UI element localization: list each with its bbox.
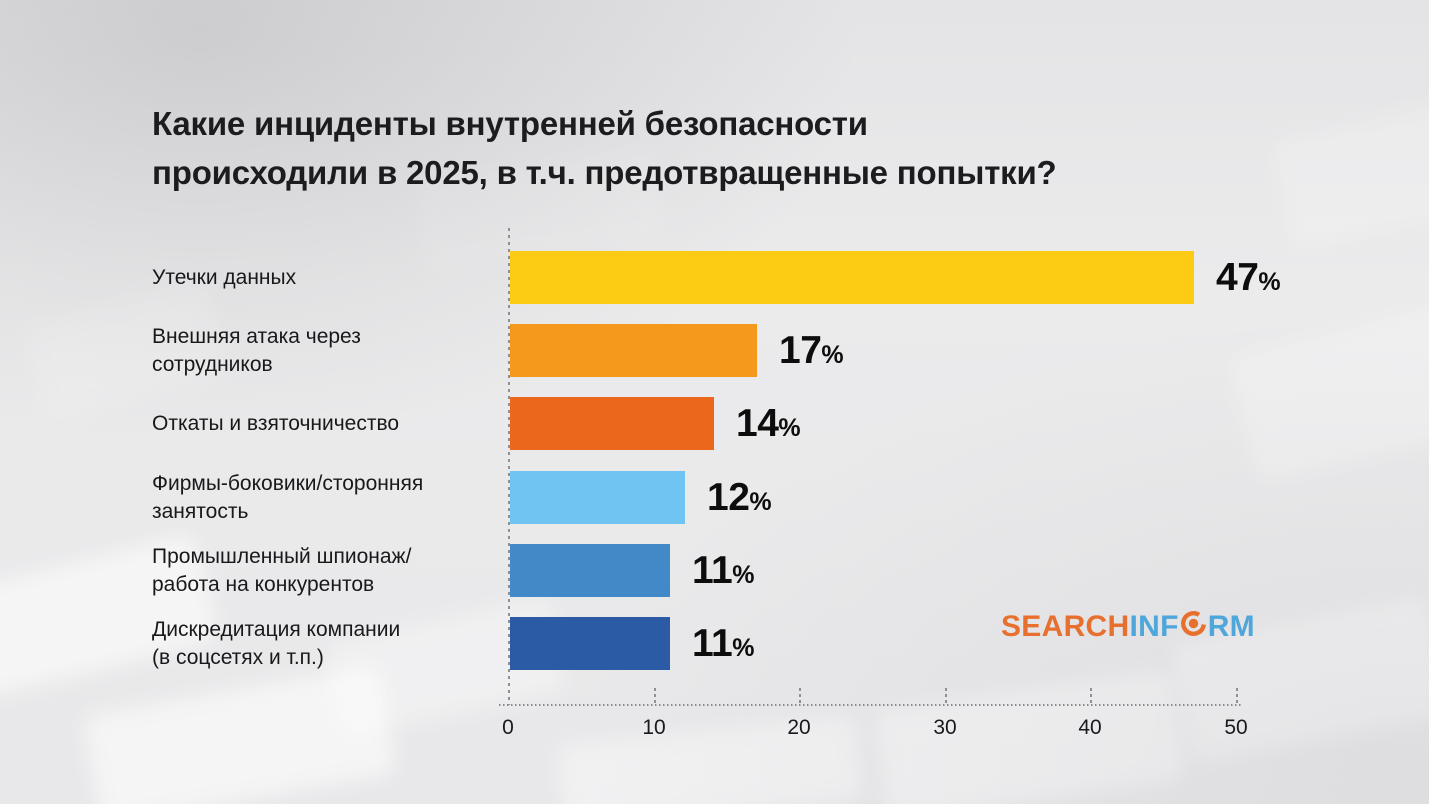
x-axis-tick-label: 30	[933, 716, 957, 739]
value-label: 14%	[736, 402, 801, 446]
logo-text-inf: INF	[1129, 609, 1179, 643]
bar	[510, 251, 1194, 304]
bar-row: Утечки данных 47%	[0, 251, 1429, 304]
value-label: 17%	[779, 329, 844, 373]
category-label: Дискредитация компании (в соцсетях и т.п…	[152, 617, 401, 669]
value-unit: %	[732, 560, 755, 589]
value-number: 12	[707, 475, 750, 519]
value-unit: %	[778, 413, 801, 442]
bar-row: Внешняя атака через сотрудников 17%	[0, 324, 1429, 377]
value-label: 47%	[1216, 256, 1281, 300]
bar	[510, 471, 685, 524]
value-unit: %	[749, 487, 772, 516]
value-number: 11	[692, 548, 733, 592]
category-label: Промышленный шпионаж/ работа на конкурен…	[152, 544, 412, 596]
x-axis-tick-label: 20	[787, 716, 811, 739]
searchinform-logo: SEARCH INF RM	[1001, 608, 1255, 645]
logo-text-search: SEARCH	[1001, 609, 1130, 643]
bar	[510, 617, 670, 670]
value-label: 11%	[692, 549, 754, 593]
bar-row: Откаты и взяточничество 14%	[0, 397, 1429, 450]
chart-title-line2: происходили в 2025, в т.ч. предотвращенн…	[152, 154, 1057, 191]
x-axis-tick-label: 40	[1078, 716, 1102, 739]
x-axis-tickmark	[1236, 688, 1238, 704]
value-label: 11%	[692, 622, 754, 666]
logo-text-rm: RM	[1207, 609, 1255, 643]
bar-row: Промышленный шпионаж/ работа на конкурен…	[0, 544, 1429, 597]
category-label: Фирмы-боковики/сторонняя занятость	[152, 471, 424, 523]
bar	[510, 397, 714, 450]
value-number: 17	[779, 328, 822, 372]
value-number: 14	[736, 401, 779, 445]
bar	[510, 324, 757, 377]
category-label: Внешняя атака через сотрудников	[152, 324, 361, 376]
category-label: Откаты и взяточничество	[152, 411, 400, 435]
value-label: 12%	[707, 476, 772, 520]
value-unit: %	[821, 340, 844, 369]
chart-title-line1: Какие инциденты внутренней безопасности	[152, 105, 868, 142]
x-axis-tick-label: 0	[502, 716, 514, 739]
bar-row: Дискредитация компании (в соцсетях и т.п…	[0, 617, 1429, 670]
category-label: Утечки данных	[152, 265, 297, 289]
x-axis-tickmark	[799, 688, 801, 704]
logo-o-lens-icon	[1180, 610, 1207, 645]
x-axis-tickmark	[1090, 688, 1092, 704]
chart-title: Какие инциденты внутренней безопасности …	[152, 99, 1057, 197]
value-unit: %	[732, 633, 755, 662]
value-number: 11	[692, 621, 733, 665]
value-number: 47	[1216, 255, 1259, 299]
bar-row: Фирмы-боковики/сторонняя занятость 12%	[0, 471, 1429, 524]
bg-texture-blob	[1270, 100, 1429, 250]
zero-gridline	[508, 228, 510, 705]
x-axis-tick-label: 10	[642, 716, 666, 739]
bar	[510, 544, 670, 597]
x-axis-line	[499, 704, 1241, 706]
value-unit: %	[1258, 267, 1281, 296]
x-axis-tickmark	[945, 688, 947, 704]
x-axis-tickmark	[654, 688, 656, 704]
x-axis-tick-label: 50	[1224, 716, 1248, 739]
